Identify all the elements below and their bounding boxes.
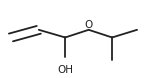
Text: OH: OH — [57, 65, 73, 75]
Text: O: O — [85, 20, 93, 30]
